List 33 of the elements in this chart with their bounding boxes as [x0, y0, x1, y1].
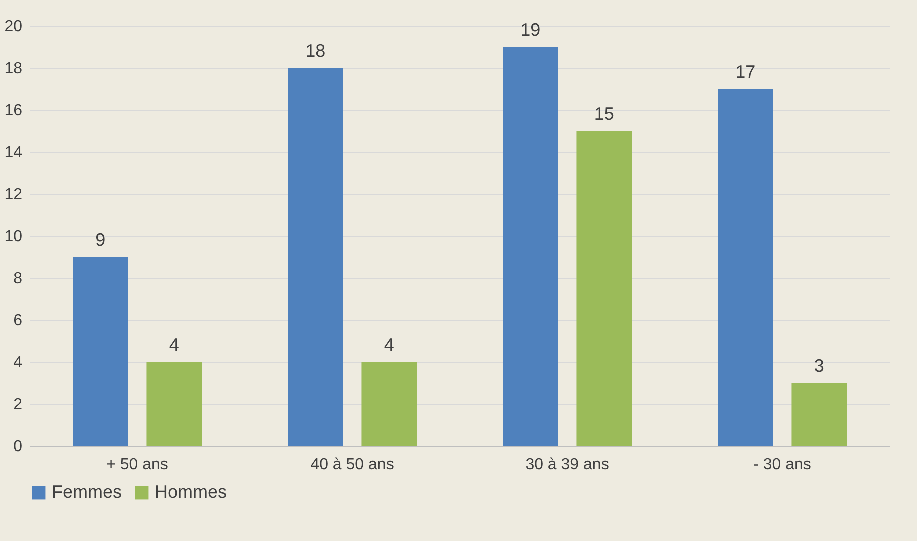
data-label: 4	[384, 335, 394, 355]
data-label: 4	[169, 335, 180, 355]
y-tick-label: 10	[4, 228, 23, 246]
data-label: 9	[96, 230, 106, 250]
bar	[503, 47, 558, 446]
data-label: 3	[814, 356, 824, 376]
bar	[362, 362, 417, 446]
bar	[718, 89, 774, 446]
data-label: 18	[306, 41, 326, 61]
bar	[576, 131, 632, 446]
bar	[792, 383, 847, 446]
y-tick-label: 14	[4, 144, 23, 162]
y-tick-label: 16	[4, 102, 23, 120]
data-label: 17	[736, 62, 756, 82]
data-label: 19	[520, 20, 541, 40]
x-tick-label: 30 à 39 ans	[526, 456, 610, 474]
legend-label: Hommes	[155, 482, 228, 502]
data-label: 15	[594, 104, 614, 124]
x-tick-label: 40 à 50 ans	[310, 456, 394, 474]
y-tick-label: 20	[4, 18, 23, 36]
y-tick-label: 2	[14, 396, 23, 414]
y-tick-label: 18	[4, 60, 23, 78]
y-tick-label: 8	[14, 270, 23, 288]
bar	[73, 257, 128, 446]
y-tick-label: 4	[14, 354, 23, 372]
x-tick-label: + 50 ans	[106, 456, 168, 474]
x-tick-label: - 30 ans	[754, 456, 812, 474]
legend-label: Femmes	[52, 482, 122, 502]
y-tick-label: 12	[4, 186, 23, 204]
bar	[288, 68, 344, 446]
y-tick-label: 0	[14, 438, 23, 456]
y-tick-label: 6	[14, 312, 23, 330]
bar	[146, 362, 202, 446]
